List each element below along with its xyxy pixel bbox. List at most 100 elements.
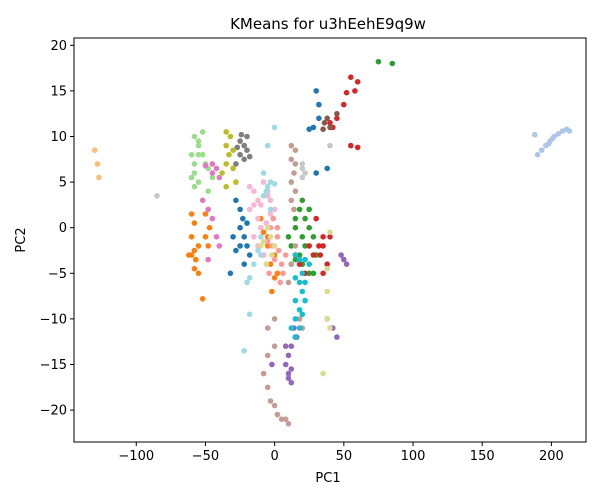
data-point	[241, 261, 247, 268]
data-point	[269, 288, 275, 295]
data-point	[209, 170, 216, 176]
data-point	[292, 334, 299, 340]
data-point	[230, 165, 236, 172]
data-point	[238, 131, 245, 138]
data-point	[191, 161, 198, 167]
data-point	[195, 142, 202, 149]
data-point	[320, 243, 326, 249]
data-point	[282, 252, 289, 258]
data-point	[260, 370, 267, 377]
data-point	[271, 243, 278, 249]
y-tick-label: 15	[50, 84, 67, 99]
data-point	[260, 229, 267, 235]
data-point	[327, 229, 333, 235]
data-point	[233, 247, 239, 254]
data-point	[246, 252, 253, 258]
data-point	[264, 142, 271, 149]
data-point	[288, 243, 295, 249]
data-point	[267, 261, 274, 268]
data-point	[267, 234, 274, 240]
data-point	[302, 297, 308, 304]
data-point	[299, 270, 306, 277]
data-point	[324, 316, 331, 322]
data-point	[269, 252, 275, 258]
data-point	[299, 311, 306, 318]
data-point	[327, 142, 333, 149]
y-tick-label: 10	[50, 130, 67, 145]
data-point	[302, 215, 308, 222]
data-point	[264, 243, 271, 249]
data-point	[341, 101, 347, 108]
data-point	[534, 151, 541, 158]
data-point	[223, 129, 229, 135]
data-point	[260, 179, 267, 185]
data-point	[310, 124, 317, 131]
data-point	[219, 170, 225, 176]
data-point	[202, 211, 209, 217]
data-point	[260, 238, 267, 245]
data-points	[92, 58, 573, 427]
data-point	[237, 206, 243, 213]
data-point	[213, 165, 220, 172]
data-point	[227, 270, 234, 277]
data-point	[302, 170, 308, 176]
data-point	[205, 206, 211, 213]
data-point	[251, 234, 257, 240]
data-point	[260, 193, 267, 199]
data-point	[205, 243, 211, 249]
data-point	[317, 252, 324, 258]
data-point	[191, 133, 198, 140]
data-point	[288, 366, 295, 372]
data-point	[267, 206, 274, 213]
data-point	[306, 126, 313, 132]
data-point	[292, 161, 299, 167]
data-point	[271, 275, 278, 281]
data-point	[267, 211, 274, 217]
data-point	[550, 135, 556, 142]
data-point	[234, 144, 241, 151]
data-point	[202, 234, 209, 240]
data-point	[302, 256, 308, 263]
data-point	[292, 256, 299, 263]
data-point	[348, 142, 354, 149]
data-point	[271, 402, 278, 409]
data-point	[292, 243, 299, 249]
data-point	[288, 142, 295, 149]
data-point	[306, 243, 313, 249]
data-point	[258, 224, 264, 231]
data-point	[246, 153, 253, 160]
data-point	[285, 352, 292, 359]
data-point	[205, 256, 211, 263]
data-point	[316, 243, 322, 249]
data-point	[267, 197, 274, 204]
data-point	[92, 147, 98, 153]
data-point	[206, 224, 213, 231]
data-point	[209, 215, 216, 222]
data-point	[324, 265, 331, 272]
data-point	[264, 193, 271, 199]
data-point	[375, 58, 382, 65]
data-point	[288, 156, 295, 163]
data-point	[271, 316, 278, 322]
data-point	[251, 261, 257, 268]
data-point	[191, 170, 198, 176]
data-point	[241, 234, 247, 240]
data-point	[199, 129, 206, 135]
data-point	[246, 311, 253, 318]
data-point	[255, 247, 261, 254]
data-point	[538, 147, 545, 153]
data-point	[316, 101, 322, 108]
data-point	[258, 243, 264, 249]
chart-title: KMeans for u3hEehE9q9w	[230, 15, 426, 33]
y-tick-label: 20	[50, 39, 67, 54]
data-point	[186, 252, 192, 258]
data-point	[255, 215, 261, 222]
data-point	[296, 256, 303, 263]
data-point	[532, 131, 538, 138]
data-point	[195, 243, 202, 249]
data-point	[292, 215, 299, 222]
data-point	[324, 288, 331, 295]
data-point	[316, 115, 322, 122]
data-point	[278, 261, 285, 268]
data-point	[320, 370, 326, 377]
